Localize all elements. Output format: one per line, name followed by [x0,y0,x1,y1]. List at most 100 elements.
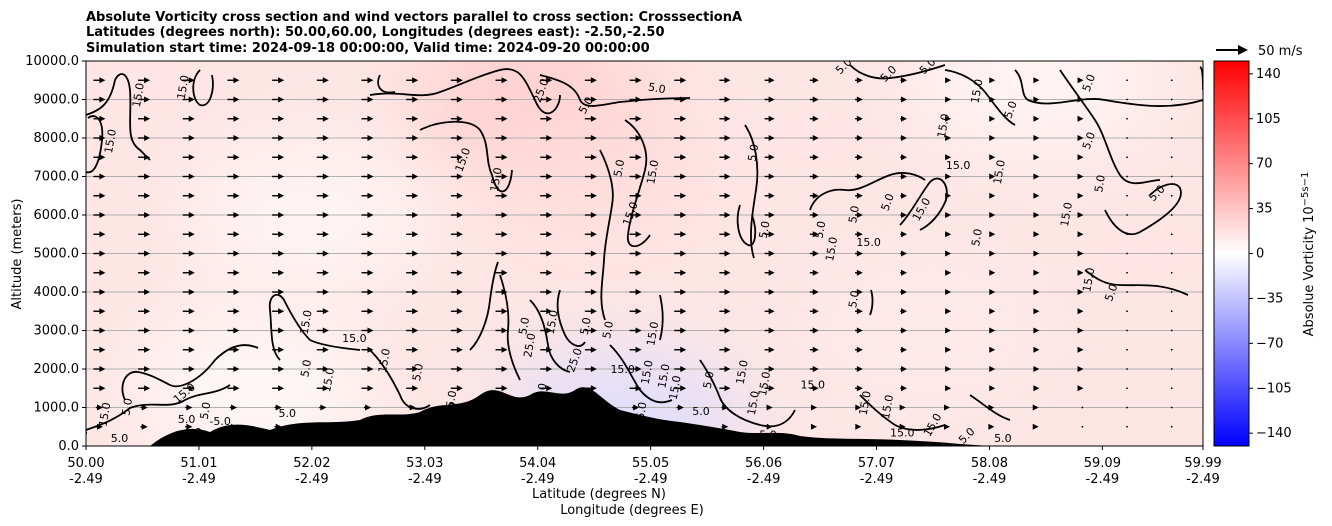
wind-vector [719,308,731,315]
x-tick-label-lat: 56.06 [745,456,782,471]
wind-vector [1126,329,1128,332]
wind-vector [406,269,419,276]
contour-label: 15.0 [644,321,661,347]
wind-vector [587,423,595,430]
wind-vector [1077,212,1084,218]
contour-label: 15.0 [342,332,367,345]
contour-label: 5.0 [279,407,297,420]
contour-line [899,177,948,231]
wind-vector [674,327,687,334]
contour-label: 15.0 [320,367,337,393]
wind-vector [764,289,775,295]
wind-vector [272,289,285,295]
wind-vector [138,250,151,257]
wind-vector [944,423,951,430]
wind-vector [450,327,463,334]
wind-vector [764,77,775,84]
x-tick-label-lon: -2.49 [747,472,781,487]
y-tick-label: 4000.0 [34,285,80,300]
wind-vector [138,385,151,392]
wind-vector [316,289,329,295]
y-tick-label: 1000.0 [34,401,80,416]
contour-label: 15.0 [879,394,896,420]
wind-vector [495,385,508,392]
y-tick-label: 10000.0 [25,54,79,69]
wind-vector [272,366,285,372]
wind-vector [227,212,240,218]
y-axis-label: Altitude (meters) [10,199,25,310]
wind-vector [629,250,642,257]
wind-vector [1170,271,1173,274]
wind-vector [1033,192,1040,199]
wind-vector [1077,385,1084,392]
wind-vector [1032,423,1039,430]
contour-line [869,289,874,316]
wind-vector [900,327,908,334]
wind-vector [631,404,640,411]
contour-line [529,299,571,373]
wind-vector [764,250,775,257]
wind-vector [1033,250,1040,257]
wind-vector [989,366,996,372]
wind-vector [899,404,906,411]
contour-label: 5.0 [611,158,627,177]
contour-line [859,394,946,431]
wind-vector [855,308,863,315]
wind-vector [540,346,553,353]
wind-vector [945,308,952,315]
wind-vector [316,308,329,315]
wind-vector [1077,154,1084,161]
wind-vector [900,77,908,84]
contour-label: 15.0 [991,159,1008,185]
contour-label: 5.0 [1080,72,1098,93]
wind-vector [989,77,996,84]
wind-vector [674,212,687,218]
wind-vector [855,173,863,180]
wind-vector [584,269,597,276]
wind-vector [629,385,642,392]
wind-vector [495,115,508,122]
wind-vector [629,77,642,84]
wind-vector [1033,115,1040,122]
wind-vector [989,231,996,238]
wind-vector [988,404,995,411]
wind-vector [138,77,151,84]
colorbar-tick-label: −35 [1256,291,1283,306]
wind-vector [629,96,642,103]
wind-vector [227,154,240,161]
wind-vector [855,135,863,141]
wind-vector [361,250,374,257]
wind-vector [674,192,687,199]
contour-label: 15.0 [532,382,549,408]
quiver-key-label: 50 m/s [1258,44,1303,59]
wind-vector [584,308,597,315]
wind-vector [361,385,374,392]
wind-vector [93,269,106,276]
wind-vector [319,404,327,411]
wind-vector [1126,137,1128,139]
contour-line [699,359,796,428]
wind-vector [989,135,996,141]
wind-vector [316,366,329,372]
wind-vector [272,192,285,199]
wind-vector [989,346,996,353]
wind-vector [182,366,195,372]
wind-vector [989,269,996,276]
wind-vector [584,231,597,238]
contour-label: 15.0 [667,374,684,400]
wind-vector [945,77,952,84]
wind-vector [316,346,329,353]
wind-vector [361,308,374,315]
wind-vector [1033,154,1040,161]
wind-vector [1126,425,1128,428]
wind-vector [584,346,597,353]
contour-line [809,172,926,211]
wind-vector [450,289,463,295]
wind-vector [361,212,374,218]
wind-vector [1126,368,1128,370]
wind-vector [316,135,329,141]
wind-vector [584,173,597,180]
wind-vector [1170,79,1173,82]
contour-line [86,384,231,431]
wind-vector [674,96,687,103]
